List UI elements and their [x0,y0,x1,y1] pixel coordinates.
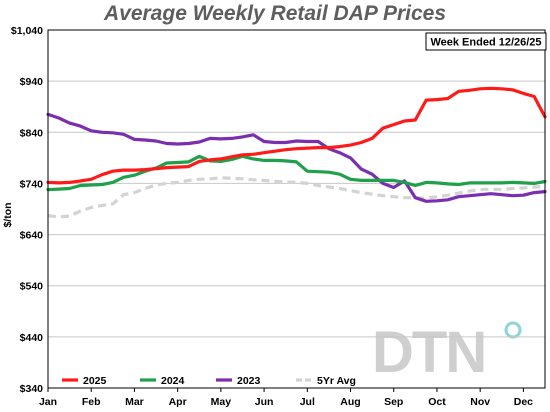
y-tick-label: $440 [20,332,44,344]
y-tick-label: $540 [20,281,44,293]
week-ended-box: Week Ended 12/26/25 [425,32,547,51]
x-tick-label: Mar [125,396,144,408]
y-tick-label: $1,040 [11,25,43,37]
series-line-2024 [46,154,547,192]
y-tick-label: $840 [20,127,44,139]
y-tick-label: $340 [20,383,44,395]
legend-label: 2023 [237,375,261,387]
x-tick-label: Feb [82,396,101,408]
series-line-5yr-avg [47,176,546,219]
x-tick-label: Oct [428,396,446,408]
plot-frame [47,29,546,389]
legend-label: 2025 [83,375,107,387]
y-tick-label: $640 [20,230,44,242]
dtn-watermark: DTN [372,320,522,385]
series-line-2023 [46,112,547,203]
y-tick-label: $940 [20,76,44,88]
x-tick-label: Nov [470,396,490,408]
series-line-2025 [46,86,547,185]
dtn-watermark-text: DTN [372,320,485,385]
x-tick-label: May [211,396,232,408]
week-ended-frame [425,32,547,51]
x-tick-label: Jun [255,396,274,408]
x-tick-label: Jan [39,396,57,408]
legend: 2025 2024 2023 5Yr Avg [62,375,356,387]
chart-title: Average Weekly Retail DAP Prices [103,2,446,25]
series-lines [46,86,547,219]
legend-label: 5Yr Avg [317,375,356,387]
y-axis-label: $/ton [2,202,14,227]
x-tick-label: Apr [169,396,187,408]
dtn-logo-dot [504,321,522,339]
y-tick-label: $740 [20,178,44,190]
week-ended-label: Week Ended 12/26/25 [430,37,541,49]
x-tick-label: Sep [384,396,403,408]
legend-label: 2024 [161,375,185,387]
x-tick-label: Jul [300,396,315,408]
x-tick-label: Aug [340,396,360,408]
x-tick-label: Dec [514,396,533,408]
x-axis-ticks: Jan Feb Mar Apr May Jun Jul Aug Sep Oct Nov Dec [39,388,533,408]
y-axis-ticks: $1,040 $940 $840 $740 $640 $540 $440 $340 [11,25,43,395]
